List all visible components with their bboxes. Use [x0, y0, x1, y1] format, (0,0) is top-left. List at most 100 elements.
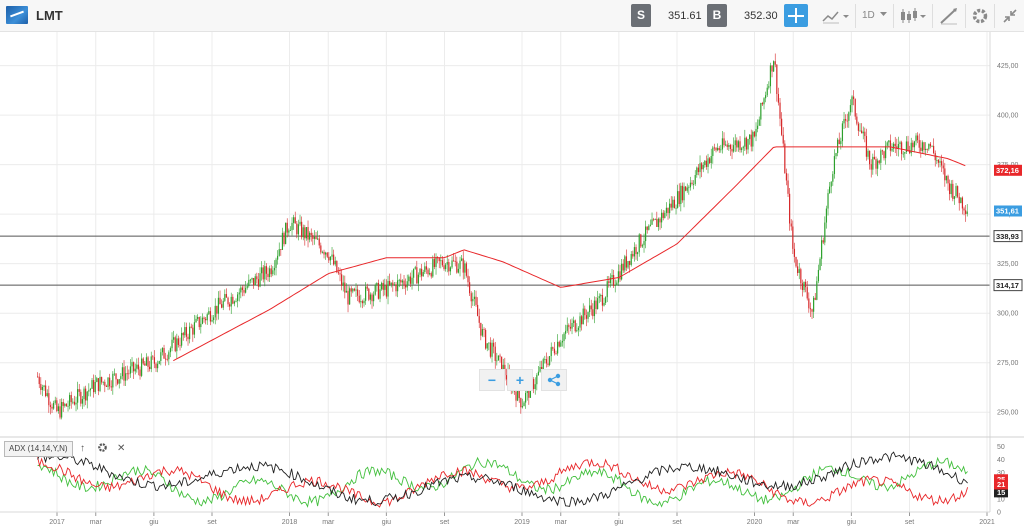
candle-body — [197, 317, 199, 319]
candle-body — [56, 400, 58, 412]
settings-button[interactable] — [970, 6, 990, 26]
candle-body — [710, 156, 712, 164]
candle-body — [622, 263, 624, 271]
candle-body — [115, 373, 117, 380]
timeframe-select[interactable]: 1D — [862, 6, 892, 26]
candle-body — [75, 402, 77, 405]
candle-body — [485, 329, 487, 349]
candle-body — [808, 298, 810, 309]
indicator-settings-button[interactable] — [97, 442, 108, 458]
candle-body — [736, 140, 738, 148]
candle-body — [733, 145, 735, 152]
collapse-button[interactable] — [1000, 6, 1020, 26]
zoom-in-button[interactable]: + — [507, 369, 533, 391]
candle-body — [765, 95, 767, 99]
candle-body — [568, 325, 570, 327]
candle-body — [347, 290, 349, 305]
candle-body — [339, 273, 341, 275]
candle-body — [121, 367, 124, 377]
candle-body — [521, 406, 524, 408]
candle-body — [389, 280, 391, 285]
candle-body — [200, 323, 202, 328]
candle-body — [579, 316, 581, 328]
candle-body — [657, 218, 660, 227]
indicator-move-up-button[interactable]: ↑ — [80, 443, 85, 454]
adx-indicator-label[interactable]: ADX (14,14,Y,N) — [4, 441, 73, 457]
candle-body — [208, 311, 210, 315]
candle-body — [277, 255, 279, 260]
candle-body — [878, 160, 880, 163]
candle-body — [419, 268, 421, 275]
candle-body — [77, 389, 79, 403]
candle-body — [117, 379, 119, 384]
candle-body — [729, 144, 732, 149]
candle-body — [323, 251, 325, 255]
candle-body — [315, 236, 317, 240]
candle-body — [816, 281, 818, 300]
indicator-close-button[interactable]: ✕ — [117, 443, 126, 454]
candle-body — [872, 156, 874, 170]
candle-body — [896, 146, 898, 149]
candle-body — [285, 222, 287, 245]
candle-body — [680, 185, 682, 205]
adx-tag — [994, 487, 1008, 498]
candle-body — [848, 112, 850, 121]
candle-body — [536, 374, 538, 385]
candle-body — [368, 288, 370, 300]
candle-body — [705, 160, 708, 167]
zoom-out-button[interactable]: − — [479, 369, 505, 391]
buy-button[interactable]: B — [707, 4, 727, 27]
candle-body — [443, 265, 445, 270]
candle-style-button[interactable] — [898, 6, 928, 26]
adx-tick-label: 40 — [997, 457, 1005, 464]
candle-body — [336, 260, 338, 273]
candle-body — [661, 212, 663, 223]
candle-body — [118, 379, 120, 384]
candle-body — [720, 149, 722, 151]
candle-body — [96, 378, 98, 382]
candle-body — [72, 401, 74, 403]
candle-body — [600, 294, 602, 297]
price-chart[interactable]: 250,00275,00300,00325,00350,00375,00400,… — [0, 32, 1024, 532]
candle-body — [813, 297, 815, 312]
candle-body — [670, 203, 672, 208]
candle-body — [651, 219, 653, 225]
candle-body — [99, 376, 101, 391]
candle-body — [480, 322, 482, 336]
candle-body — [691, 182, 693, 185]
candle-body — [217, 297, 220, 314]
sell-button[interactable]: S — [631, 4, 651, 27]
candle-body — [67, 405, 69, 407]
candle-body — [941, 161, 943, 166]
candle-body — [608, 281, 610, 284]
x-tick-label: 2021 — [979, 519, 995, 526]
x-tick-label: set — [207, 519, 216, 526]
share-button[interactable] — [541, 369, 567, 391]
candle-body — [152, 356, 154, 358]
candle-body — [905, 141, 908, 152]
candle-body — [616, 282, 618, 285]
candle-body — [475, 296, 477, 305]
candle-body — [441, 260, 444, 266]
candle-body — [955, 186, 957, 197]
candle-body — [688, 187, 690, 189]
candle-body — [334, 260, 336, 265]
candle-body — [861, 130, 863, 134]
candle-body — [477, 304, 479, 317]
crosshair-button[interactable] — [784, 4, 808, 27]
candle-body — [669, 203, 671, 214]
chart-type-button[interactable] — [820, 6, 850, 26]
candle-body — [350, 288, 352, 292]
divider — [893, 4, 894, 28]
candle-body — [313, 236, 316, 239]
candle-body — [790, 223, 792, 227]
x-tick-label: giu — [847, 519, 856, 526]
candle-body — [638, 234, 640, 253]
candle-body — [573, 320, 575, 323]
candle-body — [230, 296, 232, 307]
draw-tool-button[interactable] — [938, 6, 962, 26]
x-tick-label: set — [672, 519, 681, 526]
candle-body — [88, 390, 90, 392]
candle-body — [446, 262, 448, 265]
candle-body — [129, 366, 132, 374]
